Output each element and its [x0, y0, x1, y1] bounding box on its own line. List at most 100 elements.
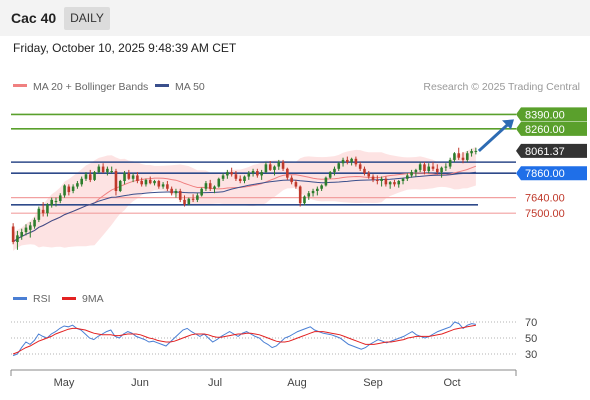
candle-body [376, 179, 379, 181]
candle [191, 194, 195, 203]
candle-body [264, 164, 268, 173]
candle-body [431, 166, 435, 169]
candle-body [204, 183, 208, 189]
credit-text: Research © 2025 Trading Central [423, 81, 580, 93]
candle-body [230, 172, 233, 175]
candle [153, 179, 156, 186]
candle [435, 164, 439, 175]
candle-body [251, 171, 255, 174]
candle-body [114, 171, 118, 191]
rsi-legend-label: RSI [33, 293, 51, 305]
candle-body [208, 183, 212, 189]
level-tag-label: 8061.37 [525, 146, 565, 158]
candle [251, 168, 255, 177]
candle [461, 152, 465, 164]
candle [243, 175, 246, 184]
candle [333, 166, 336, 176]
candle-body [144, 179, 148, 185]
candle-body [371, 176, 375, 180]
level-label: 7640.00 [525, 193, 565, 205]
candle [50, 197, 54, 208]
candle-body [328, 172, 332, 178]
candle [80, 176, 83, 187]
candle-body [388, 182, 392, 185]
month-label: May [54, 377, 75, 389]
candle [388, 181, 392, 189]
candle-body [444, 166, 448, 168]
ma50-line [12, 171, 476, 243]
candle [41, 202, 45, 217]
candle [97, 164, 101, 174]
candle [363, 166, 366, 176]
candle-body [247, 173, 251, 177]
candle-body [453, 153, 456, 160]
candle-body [170, 188, 173, 194]
candle-body [11, 226, 15, 243]
candle-body [380, 178, 383, 181]
candle [208, 179, 212, 191]
candle-body [397, 181, 401, 185]
candle [204, 181, 208, 191]
candle [337, 162, 341, 172]
candle-body [221, 175, 225, 179]
rsi-ma-legend-label: 9MA [82, 293, 104, 305]
candle [380, 176, 383, 187]
candle [144, 178, 148, 187]
candle-body [358, 164, 362, 169]
candle [341, 157, 345, 167]
level-tag-label: 7860.00 [525, 168, 565, 180]
candle [131, 173, 135, 183]
candle-body [256, 171, 259, 176]
candle [303, 195, 306, 206]
timestamp: Friday, October 10, 2025 9:48:39 AM CET [13, 41, 237, 55]
candle-body [54, 200, 58, 203]
candle-body [106, 168, 109, 173]
candle-body [41, 209, 45, 214]
candle [71, 184, 75, 194]
timeframe-badge[interactable]: DAILY [64, 7, 110, 30]
projection-arrowhead [502, 119, 514, 130]
candle [247, 171, 251, 180]
candle-body [273, 166, 276, 170]
candle-body [101, 166, 105, 173]
candle-body [298, 186, 302, 204]
projection-arrow [477, 122, 511, 153]
candle [453, 152, 456, 163]
candle-body [20, 232, 24, 237]
candle-body [260, 172, 263, 176]
ma20-legend-swatch [13, 84, 27, 87]
rsi-ma-legend-swatch [62, 297, 76, 300]
candle-body [213, 186, 216, 189]
candle [170, 186, 173, 196]
candle-body [67, 186, 71, 193]
level-tag [516, 143, 587, 158]
candle-body [148, 179, 152, 184]
candle [440, 166, 443, 178]
candle [140, 177, 143, 187]
candle-body [191, 198, 195, 200]
candle-body [337, 163, 341, 169]
candle [166, 181, 169, 191]
candle-body [161, 184, 165, 187]
candle-body [350, 158, 353, 163]
candle [161, 182, 165, 189]
candle [367, 171, 371, 179]
candle [376, 175, 379, 185]
candle-body [290, 177, 293, 183]
candle-body [166, 184, 169, 189]
candle-body [217, 178, 221, 187]
candle-body [63, 185, 66, 196]
candle-body [281, 162, 285, 169]
candle-body [277, 162, 281, 167]
candle [174, 188, 178, 198]
candle [16, 230, 19, 250]
candle-body [226, 172, 229, 176]
candle-body [461, 157, 465, 160]
candle-body [71, 186, 75, 191]
candle [328, 171, 332, 179]
candle [187, 197, 191, 206]
candle [110, 166, 113, 174]
candle-body [50, 199, 54, 206]
candle [54, 197, 58, 207]
